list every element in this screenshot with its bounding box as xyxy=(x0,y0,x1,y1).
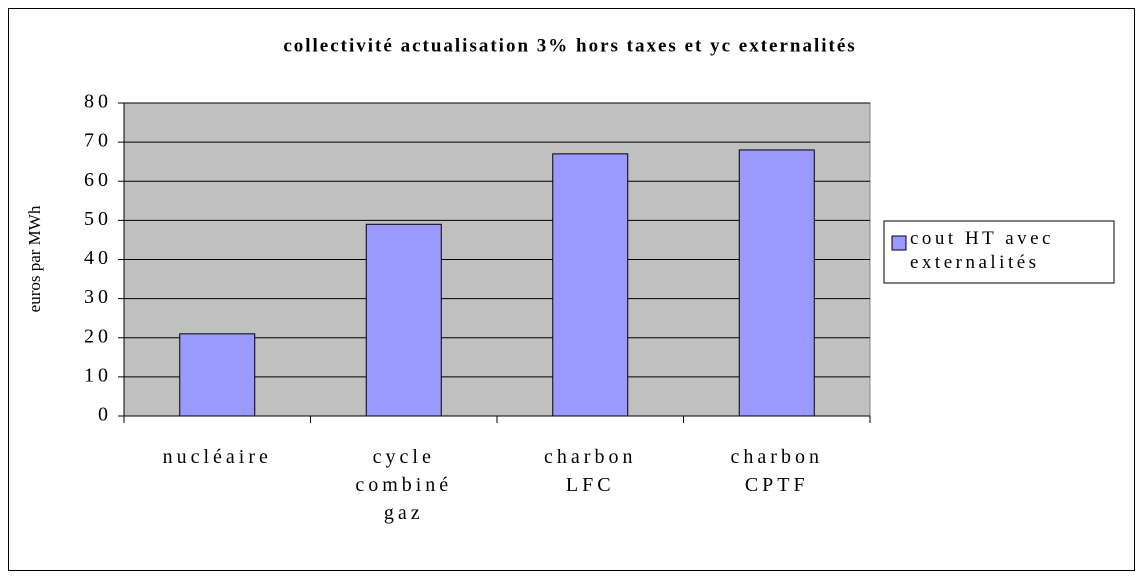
legend-text: cout HT avec externalités xyxy=(910,228,1054,273)
y-tick-label: 40 xyxy=(84,247,112,269)
x-tick-label: charbon LFC xyxy=(544,446,636,496)
bar xyxy=(552,153,629,417)
y-tick-label: 10 xyxy=(84,364,112,386)
bar xyxy=(179,333,256,417)
y-tick-label: 20 xyxy=(84,325,112,347)
y-tick-label: 30 xyxy=(84,286,112,308)
legend-box xyxy=(883,220,1115,284)
y-tick-label: 0 xyxy=(98,404,112,426)
chart-title: collectivité actualisation 3% hors taxes… xyxy=(283,35,856,56)
x-tick-label: nucléaire xyxy=(163,446,272,468)
y-tick-label: 60 xyxy=(84,169,112,191)
y-tick-label: 80 xyxy=(84,91,112,113)
bar xyxy=(738,149,815,417)
y-axis-label: euros par MWh xyxy=(25,205,44,312)
legend-swatch xyxy=(891,235,907,251)
y-tick-label: 70 xyxy=(84,130,112,152)
x-tick-label: charbon CPTF xyxy=(731,446,823,496)
y-tick-label: 50 xyxy=(84,208,112,230)
legend-entry: cout HT avec externalités xyxy=(910,228,1054,273)
bar xyxy=(365,223,442,417)
x-tick-label: cycle combiné gaz xyxy=(355,446,452,524)
